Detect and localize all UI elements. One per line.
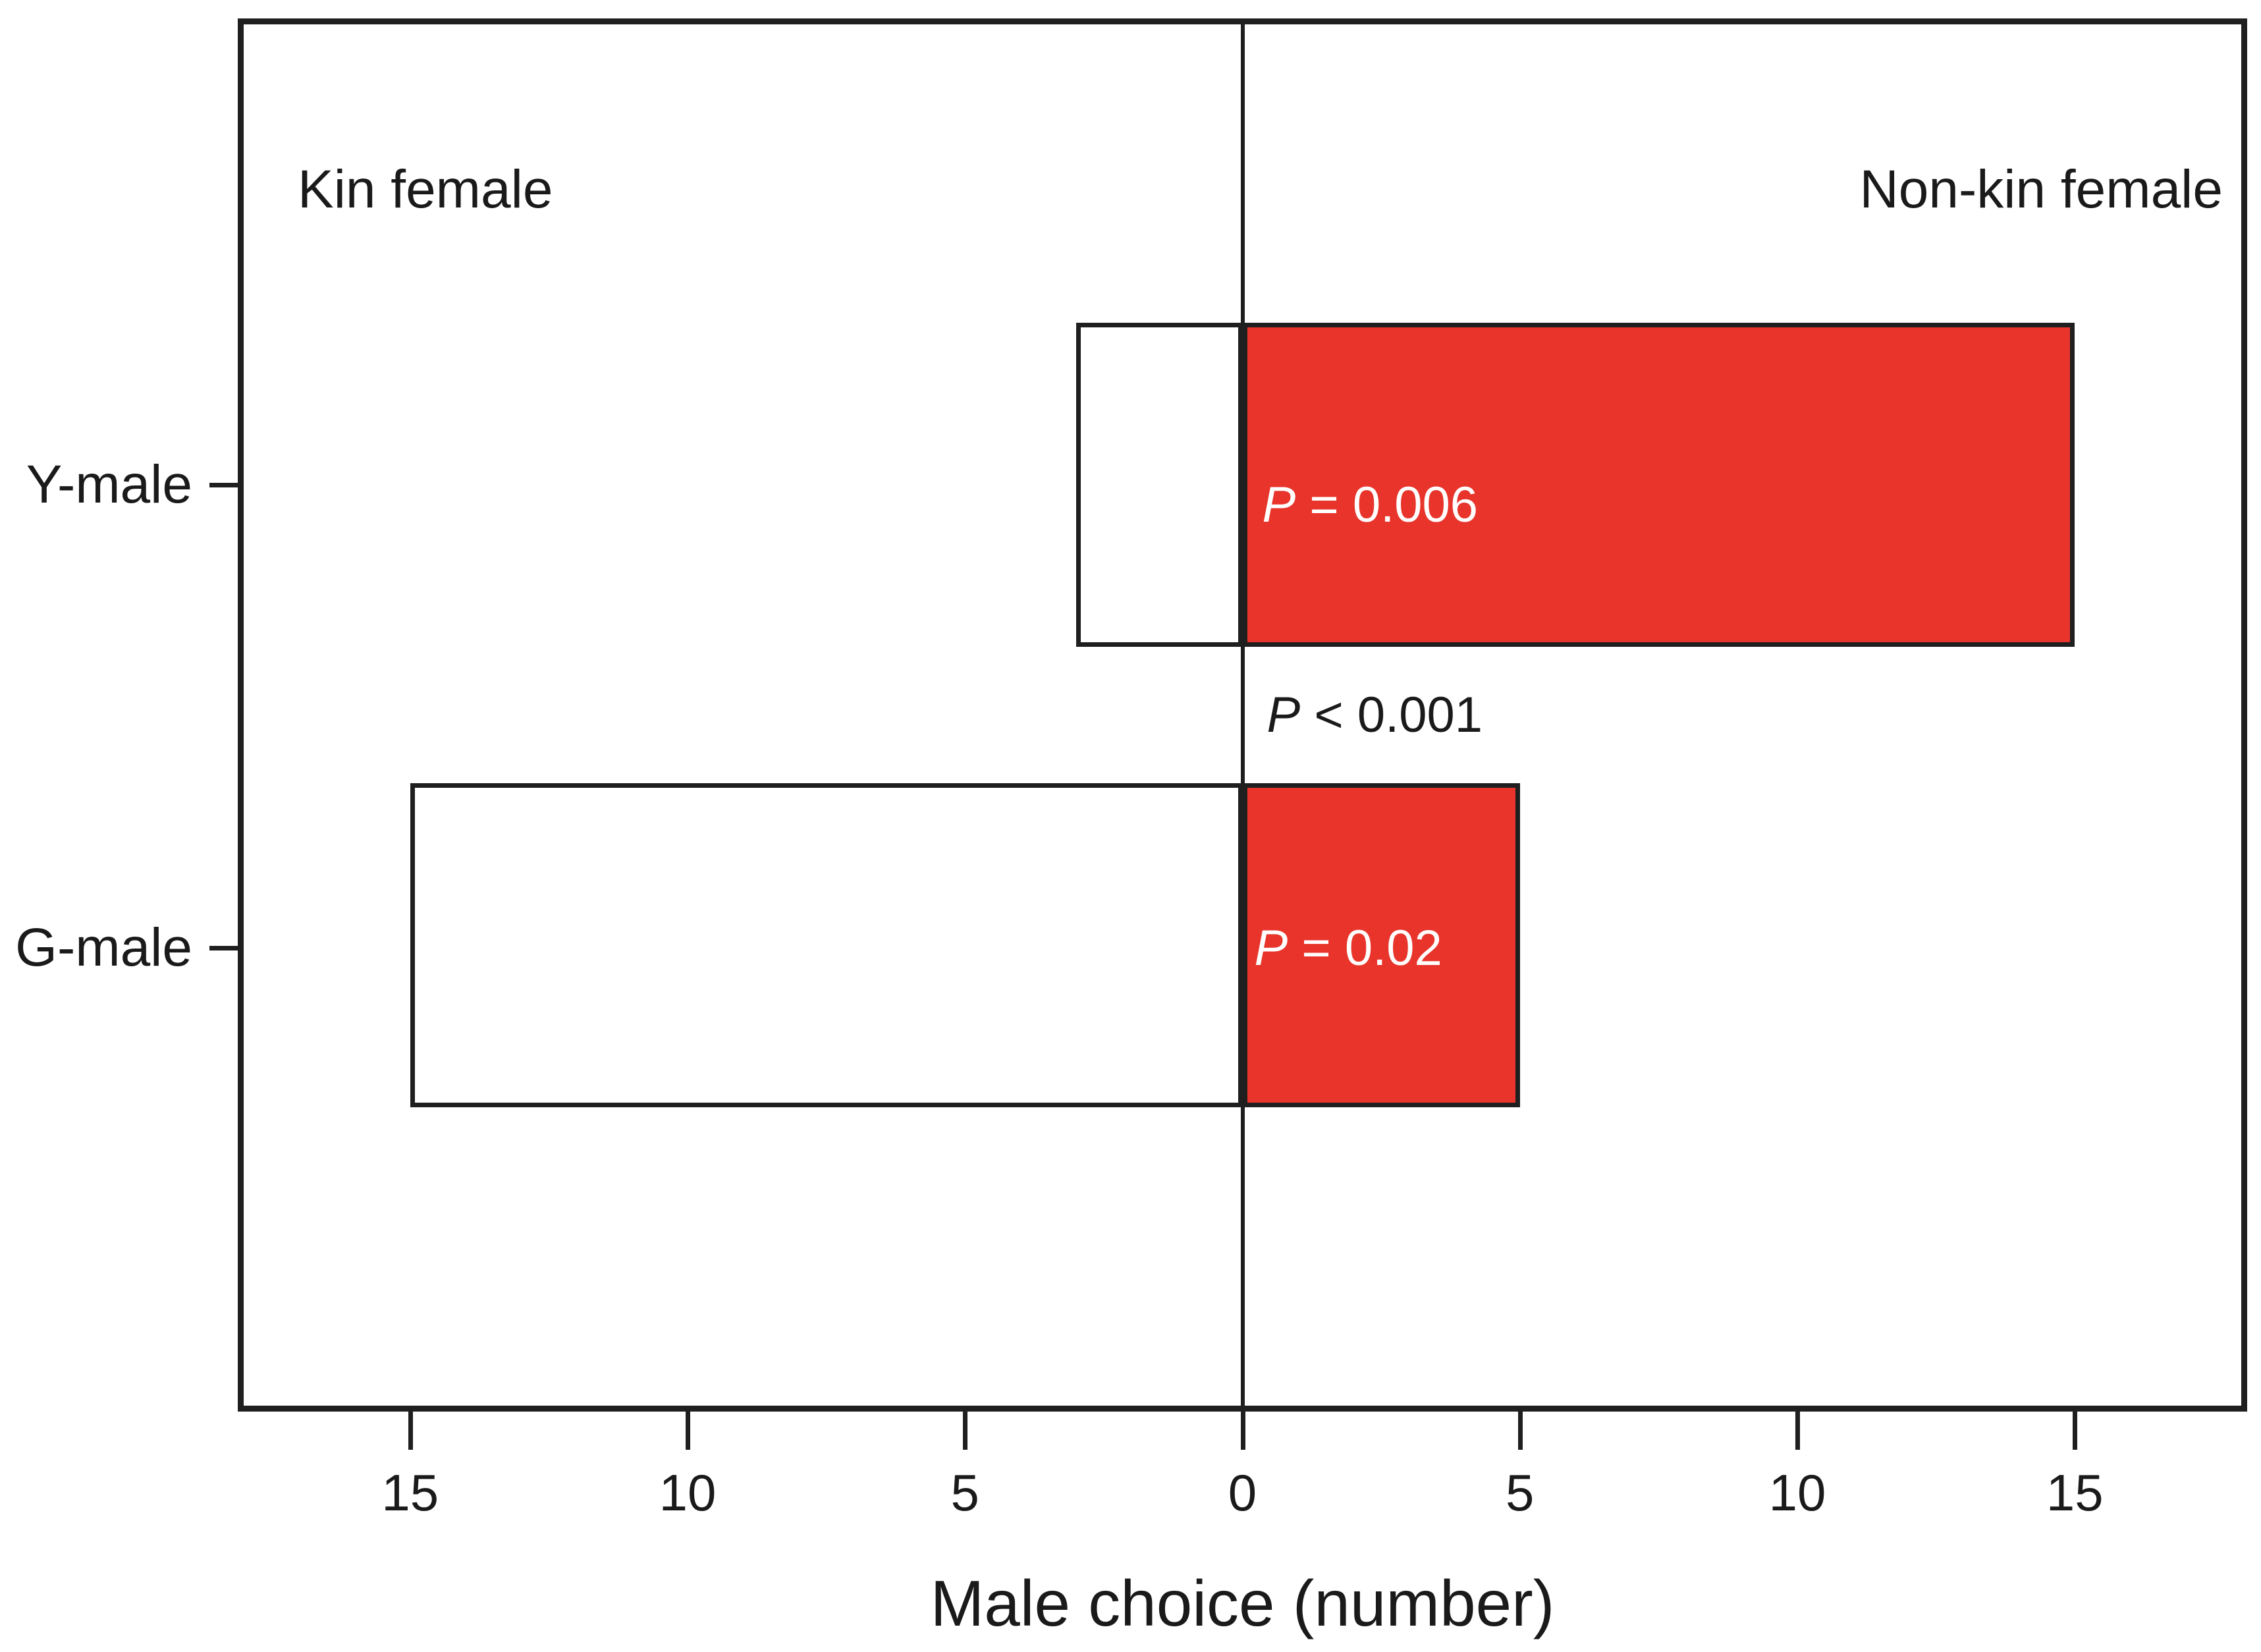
y-category-label-ymale: Y-male [26, 454, 192, 514]
x-axis-tick [408, 1412, 413, 1450]
x-axis-tick [963, 1412, 968, 1450]
x-axis-title: Male choice (number) [930, 1567, 1555, 1639]
y-axis-tick-ymale [209, 483, 240, 487]
x-axis-tick [1795, 1412, 1800, 1450]
x-axis-tick [1517, 1412, 1523, 1450]
x-axis-tick [1240, 1412, 1245, 1450]
x-axis-tick-label: 5 [950, 1464, 979, 1522]
kin-female-header: Kin female [298, 159, 553, 219]
bar-gmale-nonkin [1242, 783, 1520, 1108]
p-value-gmale: P = 0.02 [1254, 920, 1442, 976]
x-axis-tick [685, 1412, 690, 1450]
bar-ymale-kin [1076, 322, 1243, 647]
x-axis-tick-label: 15 [381, 1464, 439, 1522]
zero-axis-line [1240, 24, 1245, 1406]
p-value-ymale: P = 0.006 [1262, 476, 1479, 533]
x-axis-tick-label: 10 [1768, 1464, 1826, 1522]
y-axis-tick-gmale [209, 946, 240, 950]
plot-area: Kin female Non-kin female P = 0.006 P < … [238, 18, 2247, 1412]
y-category-label-gmale: G-male [15, 918, 192, 977]
x-axis-tick [2073, 1412, 2078, 1450]
x-axis-tick-label: 10 [659, 1464, 717, 1522]
x-axis-tick-label: 15 [2046, 1464, 2104, 1522]
bar-gmale-kin [410, 783, 1243, 1108]
x-axis: 15 10 5 0 5 10 15 [244, 1412, 2241, 1609]
p-value-between-bars: P < 0.001 [1267, 686, 1483, 743]
non-kin-female-header: Non-kin female [1859, 159, 2223, 219]
x-axis-tick-label: 0 [1228, 1464, 1257, 1522]
bar-ymale-nonkin [1242, 322, 2075, 647]
x-axis-tick-label: 5 [1506, 1464, 1535, 1522]
